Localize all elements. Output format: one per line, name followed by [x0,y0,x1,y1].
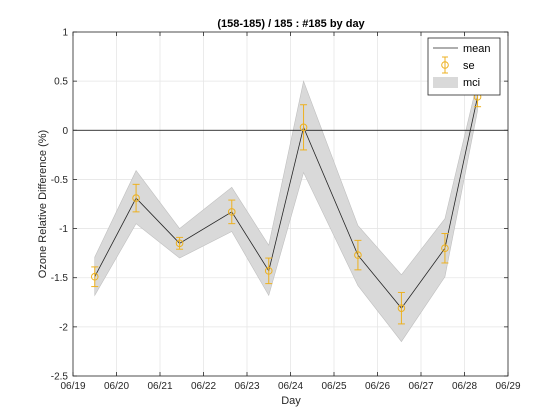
x-tick-label: 06/19 [60,381,85,392]
chart-title: (158-185) / 185 : #185 by day [217,18,365,30]
mci-area [94,80,478,343]
se-point [264,257,273,285]
se-marker [90,272,99,281]
legend-mci-swatch [433,77,458,88]
x-tick-label: 06/27 [408,381,433,392]
se-marker [264,267,273,275]
x-tick-label: 06/23 [234,381,259,392]
se-point [227,199,236,225]
mci-band [94,80,478,343]
x-tick-label: 06/26 [365,381,390,392]
legend: mean se mci [427,37,501,96]
legend-mean-label: mean [463,43,491,55]
y-tick-label: 0 [62,126,68,137]
legend-se-swatch-marker [441,61,449,69]
x-tick-label: 06/24 [278,381,303,392]
y-tick-label: -2 [59,322,68,333]
x-tick-label: 06/25 [321,381,346,392]
y-tick-label: -0.5 [51,175,69,186]
se-marker [175,239,184,248]
se-point [175,236,184,250]
y-axis-label: Ozone Relative Difference (%) [37,130,49,278]
legend-mci-label: mci [463,77,480,89]
se-errorbars [90,86,482,325]
y-tick-label: 0.5 [54,77,68,88]
se-point [90,266,99,288]
se-marker [441,244,449,253]
y-axis: -2.5 -2 -1.5 -1 -0.5 0 0.5 1 [51,28,508,383]
se-point [354,239,362,271]
y-tick-label: -1 [59,224,68,235]
se-point [132,183,140,213]
x-tick-label: 06/28 [452,381,477,392]
y-tick-label: 1 [62,28,68,39]
se-marker [132,194,140,202]
mean-series-line [94,96,478,309]
y-tick-label: -2.5 [51,372,69,383]
se-marker [354,251,362,259]
x-tick-label: 06/21 [147,381,172,392]
y-tick-label: -1.5 [51,273,69,284]
x-tick-label: 06/20 [104,381,129,392]
x-tick-label: 06/22 [191,381,216,392]
mean-line [94,96,478,309]
se-point [299,104,308,151]
x-axis-label: Day [281,395,301,407]
x-axis: 06/19 06/20 06/21 06/22 06/23 06/24 06/25 06/26… [60,32,521,392]
legend-se-label: se [463,60,475,72]
se-marker [227,208,236,216]
se-marker [299,123,308,132]
se-point [441,232,449,264]
se-point [397,291,406,325]
se-marker [397,304,406,312]
x-tick-label: 06/29 [495,381,520,392]
